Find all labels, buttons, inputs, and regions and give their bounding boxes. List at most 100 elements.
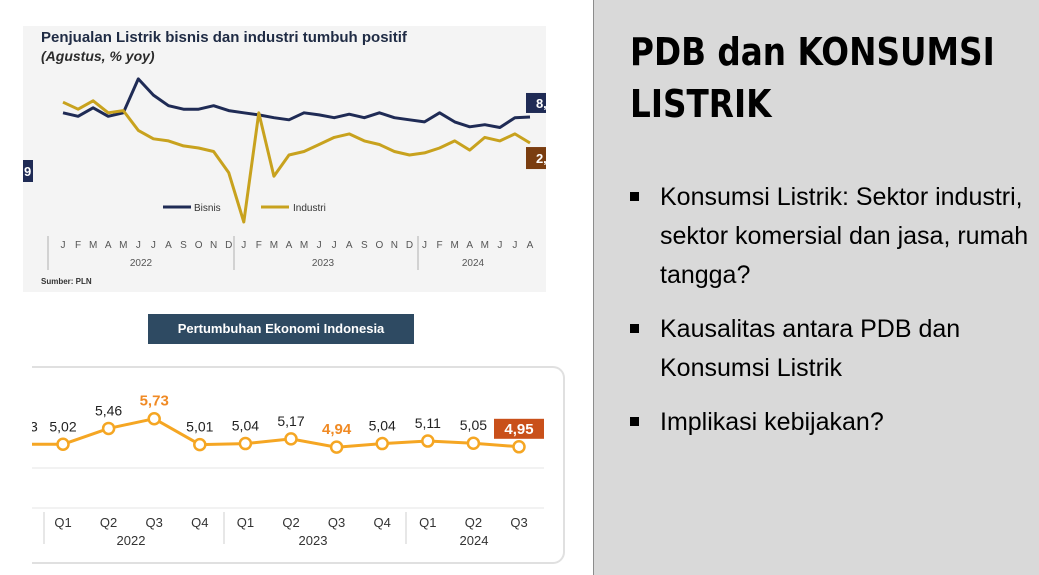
month-tick-label: M [89,240,97,251]
month-tick-label: J [332,240,337,251]
month-tick-label: N [210,240,217,251]
month-tick-label: A [105,240,112,251]
month-tick-label: A [165,240,172,251]
month-tick-label: D [225,240,232,251]
bullet-text: Kausalitas antara PDB dan Konsumsi Listr… [660,315,961,382]
quarter-label: Q3 [328,515,345,530]
value-label: 5,02 [49,418,76,434]
year-label: 2022 [130,258,153,269]
gdp-point [238,436,253,451]
month-tick-label: O [195,240,203,251]
bullet-square-icon [630,324,639,333]
gdp-point [147,411,161,426]
gdp-point [56,437,70,452]
legend-label-industri: Industri [293,203,326,214]
month-tick-label: J [136,240,141,251]
year-label: 2024 [462,258,485,269]
end-label-industri: 2,9 [536,151,546,166]
quarter-label: Q4 [191,515,208,530]
month-tick-label: J [497,240,502,251]
series-line-industri [62,99,531,224]
month-tick-label: A [527,240,534,251]
chart-source: Sumber: PLN [41,277,92,286]
bullet-text: Implikasi kebijakan? [660,408,884,436]
bullet-item: Konsumsi Listrik: Sektor industri, sekto… [630,178,1034,295]
month-tick-label: J [422,240,427,251]
bullet-list: Konsumsi Listrik: Sektor industri, sekto… [630,178,1034,457]
left-label: 9 [24,164,31,179]
gdp-chart-title: Pertumbuhan Ekonomi Indonesia [148,314,414,344]
chart-title: Penjualan Listrik bisnis dan industri tu… [41,29,407,46]
value-label: 5,05 [460,417,487,433]
gdp-point [329,440,344,454]
gdp-point [466,436,481,450]
electricity-sales-chart: Penjualan Listrik bisnis dan industri tu… [23,26,546,292]
series-line-bisnis [62,77,531,129]
bullet-item: Kausalitas antara PDB dan Konsumsi Listr… [630,310,1034,388]
electricity-sales-plot: 8,32,99BisnisIndustriJFMAMJJASONDJFMAMJJ… [23,77,546,270]
month-tick-label: O [375,240,383,251]
value-label: 5,46 [95,402,122,418]
value-label: 5,11 [415,415,441,431]
bullet-square-icon [630,192,639,201]
month-tick-label: J [317,240,322,251]
quarter-label: Q1 [237,515,254,530]
value-label-bg [494,418,544,439]
quarter-label: Q3 [146,515,163,530]
chart-panel: Penjualan Listrik bisnis dan industri tu… [23,26,565,564]
bullet-text: Konsumsi Listrik: Sektor industri, sekto… [660,183,1029,289]
value-label: 5,17 [277,413,304,429]
year-label: 2022 [117,533,146,548]
value-label: 5,73 [140,393,169,410]
gdp-point [375,436,389,451]
gdp-point [512,440,526,454]
year-label: 2023 [312,258,335,269]
value-label: 5,04 [232,418,259,434]
value-label: 5,01 [186,419,213,435]
quarter-label: Q1 [54,515,71,530]
month-tick-label: J [241,240,246,251]
month-tick-label: J [151,240,156,251]
quarter-label: Q2 [282,515,299,530]
quarter-label: Q2 [100,515,117,530]
chart-subtitle: (Agustus, % yoy) [41,48,155,64]
quarter-label: Q3 [510,515,527,530]
value-label: 4,94 [322,421,352,438]
month-tick-label: A [346,240,353,251]
value-label-partial: 3 [32,418,38,434]
month-tick-label: N [391,240,398,251]
value-label: 4,95 [504,421,533,438]
quarter-label: Q1 [419,515,436,530]
value-label: 5,04 [369,418,396,434]
month-tick-label: F [256,240,262,251]
quarter-label: Q4 [374,515,391,530]
gdp-point [421,434,435,448]
month-tick-label: J [512,240,517,251]
month-tick-label: S [180,240,187,251]
month-tick-label: M [451,240,459,251]
end-label-bisnis: 8,3 [536,96,546,111]
month-tick-label: A [286,240,293,251]
gdp-point [101,421,116,436]
gdp-point [284,432,298,446]
month-tick-label: F [75,240,81,251]
year-label: 2023 [299,533,328,548]
month-tick-label: M [481,240,489,251]
month-tick-label: D [406,240,413,251]
gdp-growth-chart: 5,02 5,46 5,73 5,01 5,04 5,17 4,94 5,04 5,11 5,05… [32,366,565,564]
year-label: 2024 [460,533,489,548]
month-tick-label: M [270,240,278,251]
month-tick-label: M [119,240,127,251]
end-label-bg-industri [526,147,546,170]
slide-title: PDB dan KONSUMSI LISTRIK [630,30,995,126]
text-panel: PDB dan KONSUMSI LISTRIK Konsumsi Listri… [593,0,1039,575]
left-label-bg [23,160,33,182]
legend-label-bisnis: Bisnis [194,203,221,214]
month-tick-label: S [361,240,368,251]
month-tick-label: A [466,240,473,251]
month-tick-label: J [61,240,66,251]
month-tick-label: F [437,240,443,251]
end-label-bg-bisnis [526,92,546,113]
quarter-label: Q2 [465,515,482,530]
bullet-square-icon [630,417,639,426]
